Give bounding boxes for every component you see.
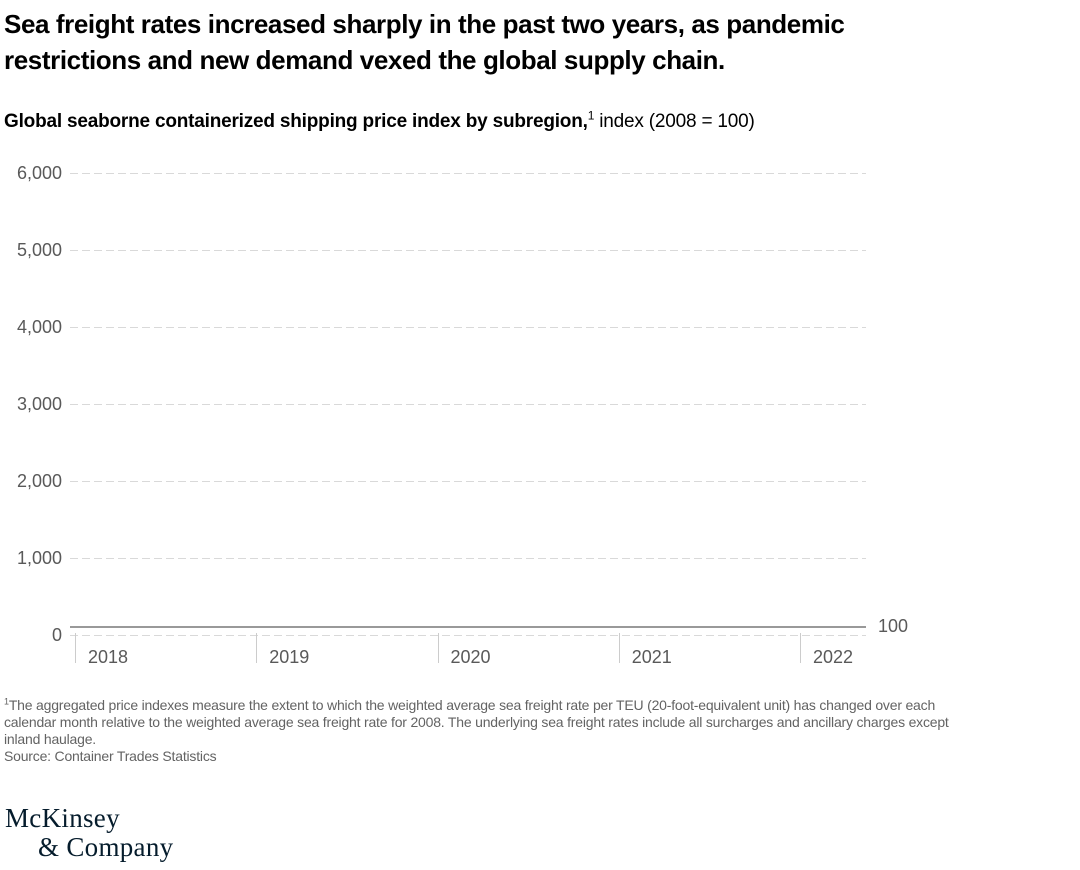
page-title-line-2: restrictions and new demand vexed the gl… — [4, 45, 725, 75]
y-axis-tick-label: 3,000 — [16, 394, 62, 414]
y-axis-tick-label: 0 — [51, 625, 62, 645]
x-axis-tick-label: 2019 — [269, 647, 310, 667]
x-axis-tick-label: 2020 — [450, 647, 491, 667]
x-axis-tick-label: 2018 — [88, 647, 129, 667]
source-line: Source: Container Trades Statistics — [4, 748, 217, 764]
footnote-line-1: 1The aggregated price indexes measure th… — [4, 696, 936, 713]
gridline — [70, 557, 866, 559]
gridline — [70, 634, 866, 636]
x-axis-tick-label: 2022 — [813, 647, 854, 667]
gridline — [70, 403, 866, 405]
gridline — [70, 172, 866, 174]
gridline — [70, 326, 866, 328]
y-axis-tick-label: 2,000 — [16, 471, 62, 491]
y-axis-tick-label: 4,000 — [16, 317, 62, 337]
gridline — [70, 480, 866, 482]
data-line-baseline — [70, 626, 866, 629]
chart-subtitle: Global seaborne containerized shipping p… — [4, 108, 755, 133]
x-axis-tick — [800, 633, 801, 663]
chart-subtitle-unit: index (2008 = 100) — [594, 111, 755, 132]
logo-line-2: & Company — [38, 832, 174, 862]
page-title-line-1: Sea freight rates increased sharply in t… — [4, 9, 845, 39]
footnote: 1The aggregated price indexes measure th… — [4, 697, 949, 765]
gridline — [70, 249, 866, 251]
x-axis-tick — [256, 633, 258, 663]
logo-line-1: McKinsey — [5, 803, 120, 833]
chart-subtitle-superscript: 1 — [587, 108, 595, 123]
x-axis-tick — [75, 633, 76, 663]
mckinsey-logo: McKinsey & Company — [5, 804, 173, 862]
x-axis-tick — [437, 633, 439, 663]
y-axis-tick-label: 5,000 — [16, 240, 62, 260]
footnote-superscript: 1 — [4, 696, 9, 707]
page-title: Sea freight rates increased sharply in t… — [4, 6, 845, 78]
x-axis-tick — [618, 633, 620, 663]
chart-subtitle-bold: Global seaborne containerized shipping p… — [4, 111, 588, 132]
y-axis-tick-label: 6,000 — [16, 163, 62, 183]
y-axis-tick-label: 1,000 — [16, 548, 62, 568]
footnote-line-2: calendar month relative to the weighted … — [4, 714, 949, 730]
x-axis-tick-label: 2021 — [631, 647, 672, 667]
line-end-value-label: 100 — [878, 616, 909, 637]
footnote-line-3: inland haulage. — [4, 731, 96, 747]
